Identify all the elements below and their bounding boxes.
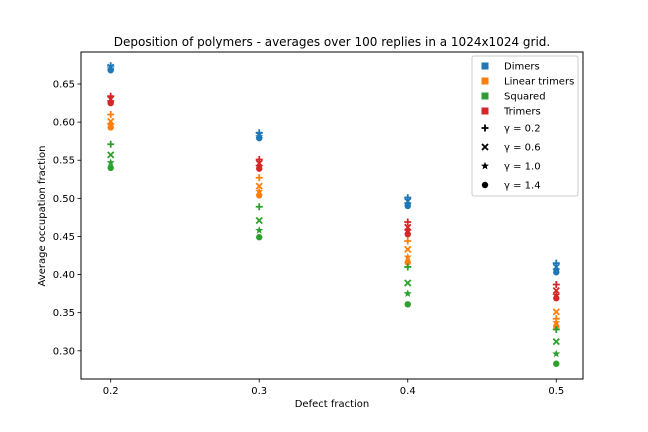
- point-squared-plus-0.4: [404, 263, 412, 271]
- legend-label-trimers: Trimers: [503, 107, 541, 118]
- point-trimers-circle-0.3: [256, 165, 263, 172]
- x-axis-ticks: 0.2 0.3 0.4 0.5: [103, 379, 564, 397]
- point-squared-x-0.2: [107, 151, 115, 159]
- point-dimers-plus-0.5: [552, 259, 560, 267]
- point-squared-circle-0.4: [404, 301, 411, 308]
- point-trimers-plus-0.3: [255, 155, 263, 163]
- legend-swatch-dimers: [481, 62, 489, 70]
- point-squared-circle-0.2: [107, 164, 114, 172]
- point-squared-circle-0.5: [553, 360, 560, 367]
- y-tick-label: 0.60: [53, 118, 75, 129]
- point-trimers-x-0.5: [552, 286, 560, 295]
- point-squared-circle-0.3: [256, 234, 263, 241]
- legend-label-linear-trimers: Linear trimers: [504, 77, 574, 88]
- point-squared-star-0.4: [403, 289, 412, 298]
- y-tick-label: 0.40: [53, 270, 75, 281]
- x-axis-label: Defect fraction: [295, 399, 370, 410]
- point-squared-x-0.3: [255, 216, 263, 225]
- legend-label-squared: Squared: [504, 92, 546, 103]
- point-trimers-plus-0.5: [552, 280, 560, 288]
- legend-label-gamma: γ = 0.2: [504, 124, 541, 135]
- legend-swatch-linear-trimers: [481, 77, 489, 85]
- point-trimers-plus-0.4: [404, 218, 412, 226]
- point-trimers-star-0.4: [403, 226, 412, 235]
- point-linear-trimers-star-0.3: [255, 187, 264, 195]
- y-tick-label: 0.30: [53, 346, 75, 357]
- point-linear-trimers-circle-0.3: [256, 192, 263, 199]
- legend-box: [471, 55, 579, 197]
- point-squared-star-0.2: [106, 158, 115, 166]
- legend-swatch-trimers: [481, 107, 489, 115]
- point-trimers-circle-0.4: [404, 230, 411, 238]
- point-squared-star-0.3: [255, 226, 264, 234]
- plot-frame: [80, 51, 584, 380]
- y-tick-label: 0.50: [53, 194, 75, 205]
- x-tick-label: 0.5: [548, 386, 564, 397]
- legend-marker-circle: [481, 181, 489, 189]
- y-tick-label: 0.35: [53, 308, 75, 319]
- point-dimers-circle-0.2: [107, 67, 114, 74]
- point-linear-trimers-plus-0.2: [107, 111, 115, 119]
- chart-title: Deposition of polymers - averages over 1…: [114, 35, 550, 49]
- point-trimers-circle-0.2: [107, 99, 114, 107]
- point-linear-trimers-plus-0.4: [404, 237, 412, 245]
- legend-swatch-squared: [481, 92, 489, 100]
- point-squared-x-0.4: [404, 279, 412, 287]
- point-dimers-circle-0.5: [553, 269, 560, 276]
- y-tick-label: 0.55: [53, 156, 75, 167]
- y-axis-label: Average occupation fraction: [37, 146, 48, 287]
- point-squared-star-0.5: [552, 349, 561, 358]
- point-linear-trimers-x-0.3: [255, 182, 263, 190]
- point-squared-plus-0.2: [107, 140, 115, 148]
- point-linear-trimers-plus-0.3: [255, 174, 263, 182]
- point-squared-x-0.5: [552, 338, 560, 346]
- point-linear-trimers-star-0.4: [403, 252, 412, 261]
- point-trimers-star-0.5: [552, 290, 561, 299]
- y-tick-label: 0.45: [53, 232, 75, 243]
- legend-label-dimers: Dimers: [504, 62, 540, 73]
- point-linear-trimers-x-0.5: [552, 308, 560, 316]
- x-tick-label: 0.3: [251, 386, 267, 397]
- point-linear-trimers-x-0.4: [404, 245, 412, 254]
- point-squared-plus-0.3: [255, 203, 263, 211]
- x-tick-label: 0.2: [103, 386, 119, 397]
- x-tick-label: 0.4: [400, 386, 416, 397]
- point-dimers-circle-0.4: [404, 202, 411, 210]
- y-tick-label: 0.65: [53, 80, 75, 91]
- legend-marker-plus: [481, 124, 489, 132]
- legend-marker-x: [481, 143, 489, 151]
- legend: Dimers Linear trimers Squared Trimers γ = 0.…: [471, 55, 579, 197]
- legend-marker-star: [481, 161, 489, 170]
- legend-label-gamma: γ = 0.6: [504, 143, 541, 154]
- point-linear-trimers-circle-0.2: [107, 124, 114, 131]
- data-points: [106, 62, 561, 367]
- point-dimers-circle-0.3: [256, 134, 263, 142]
- point-linear-trimers-circle-0.4: [404, 259, 411, 266]
- point-squared-plus-0.5: [552, 325, 560, 333]
- point-trimers-circle-0.5: [553, 295, 560, 302]
- legend-label-gamma: γ = 1.4: [504, 181, 541, 192]
- y-axis-ticks: 0.30 0.35 0.40 0.45 0.50 0.55 0.60 0.65: [53, 80, 81, 357]
- point-linear-trimers-star-0.5: [552, 318, 561, 326]
- legend-label-gamma: γ = 1.0: [504, 162, 541, 173]
